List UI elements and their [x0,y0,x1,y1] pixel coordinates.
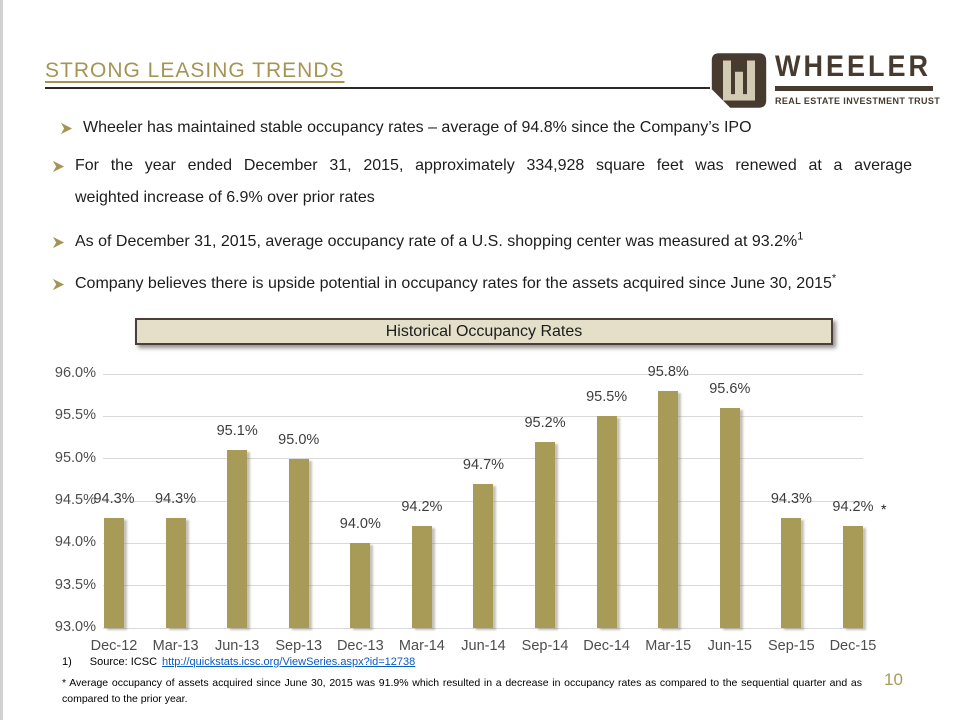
bar-Mar-14 [411,526,432,628]
bullet-item-upside-potential: Company believes there is upside potenti… [52,268,912,300]
wheeler-w-mark-icon [711,53,767,108]
data-label-Sep-14: 95.2% [524,414,566,431]
bar-Sep-15 [781,517,802,628]
y-tick-label: 95.5% [54,407,96,424]
bullet-text: As of December 31, 2015, average occupan… [75,226,912,258]
bar-Mar-15 [658,390,679,628]
bullet-item-occupancy-average: Wheeler has maintained stable occupancy … [60,112,912,144]
x-tick-label-Jun-14: Jun-14 [461,638,506,654]
data-label-Dec-14: 95.5% [586,389,628,406]
data-label-Dec-12: 94.3% [93,490,135,507]
data-label-Sep-15: 94.3% [770,490,812,507]
chart-asterisk-annotation: * [880,501,887,518]
bullet-item-renewals: For the year ended December 31, 2015, ap… [52,150,912,214]
data-label-Jun-14: 94.7% [462,457,505,474]
bullet-superscript: * [831,272,837,285]
bullet-text: Wheeler has maintained stable occupancy … [83,112,912,144]
left-edge-strip [0,0,3,720]
chart-title-box: Historical Occupancy Rates [135,318,833,345]
x-tick-label-Dec-12: Dec-12 [90,638,138,654]
bar-Mar-13 [165,517,186,628]
x-tick-label-Jun-13: Jun-13 [214,638,260,654]
x-tick-label-Mar-13: Mar-13 [152,638,199,654]
data-label-Sep-13: 95.0% [278,431,320,448]
historical-occupancy-bar-chart: 93.0% 93.5% 94.0% 94.5% 95.0% 95.5% 96.0% 94.3%… [40,360,930,660]
bar-Dec-12 [104,517,124,628]
logo-tagline: REAL ESTATE INVESTMENT TRUST [775,96,941,106]
y-gridline [103,415,863,417]
bullet-text: For the year ended December 31, 2015, ap… [75,150,912,214]
x-tick-label-Jun-15: Jun-15 [707,638,752,654]
bullet-arrow-icon [52,278,65,291]
x-tick-label-Dec-13: Dec-13 [336,638,384,654]
bullet-line: Company believes there is upside potenti… [75,275,832,292]
bar-Dec-13 [350,543,371,628]
bullet-line: For the year ended December 31, 2015, ap… [75,157,912,174]
bullet-arrow-icon [52,160,65,173]
x-tick-label-Sep-14: Sep-14 [521,638,569,654]
bullet-line: weighted increase of 6.9% over prior rat… [75,189,375,206]
page-title: STRONG LEASING TRENDS [45,59,345,82]
wheeler-logo: WHEELER REAL ESTATE INVESTMENT TRUST [711,50,940,110]
y-gridline [103,373,863,375]
y-tick-label: 96.0% [54,365,96,381]
data-label-Mar-13: 94.3% [155,490,197,507]
y-tick-label: 93.0% [54,619,96,635]
x-tick-label-Sep-15: Sep-15 [767,638,815,654]
bar-Dec-15 [842,526,863,628]
x-tick-label-Dec-14: Dec-14 [583,638,630,654]
y-tick-label: 93.5% [54,576,96,593]
y-gridline [103,627,863,629]
bullet-line: Wheeler has maintained stable occupancy … [83,119,752,136]
data-label-Jun-13: 95.1% [216,423,258,440]
bullet-line: As of December 31, 2015, average occupan… [75,233,798,250]
bar-Jun-15 [719,407,740,628]
source-reference-number: 1) [62,656,72,668]
y-tick-label: 94.0% [54,534,96,551]
bar-Sep-13 [288,458,309,628]
y-tick-label: 95.0% [54,449,96,466]
bullet-text: Company believes there is upside potenti… [75,268,912,300]
source-label: Source: ICSC [89,656,158,668]
logo-wordmark: WHEELER [775,50,931,83]
bar-Sep-14 [535,441,556,628]
data-label-Dec-13: 94.0% [339,516,381,533]
x-tick-label-Mar-15: Mar-15 [645,638,692,654]
chart-title: Historical Occupancy Rates [385,323,583,340]
y-tick-label: 94.5% [54,492,96,508]
title-underline-rule [45,87,710,89]
asterisk-footnote: * Average occupancy of assets acquired s… [62,677,862,705]
bullet-arrow-icon [60,122,73,135]
bar-Jun-14 [473,484,494,628]
data-label-Mar-15: 95.8% [647,363,689,380]
data-label-Mar-14: 94.2% [401,499,443,516]
bar-Jun-13 [227,450,248,628]
data-label-Jun-15: 95.6% [709,380,751,397]
source-hyperlink[interactable]: http://quickstats.icsc.org/ViewSeries.as… [162,656,416,668]
logo-rule [775,86,933,91]
x-tick-label-Mar-14: Mar-14 [398,638,445,654]
y-gridline [103,458,863,460]
data-label-Dec-15: 94.2% [832,499,874,516]
bar-Dec-14 [596,416,617,628]
bullet-item-us-average: As of December 31, 2015, average occupan… [52,226,912,258]
source-line: 1) Source: ICSC http://quickstats.icsc.org… [62,656,415,668]
page-number: 10 [884,670,903,689]
bullet-arrow-icon [52,236,65,249]
x-tick-label-Dec-15: Dec-15 [829,638,877,654]
x-tick-label-Sep-13: Sep-13 [275,638,323,654]
bullet-superscript: 1 [797,230,804,243]
